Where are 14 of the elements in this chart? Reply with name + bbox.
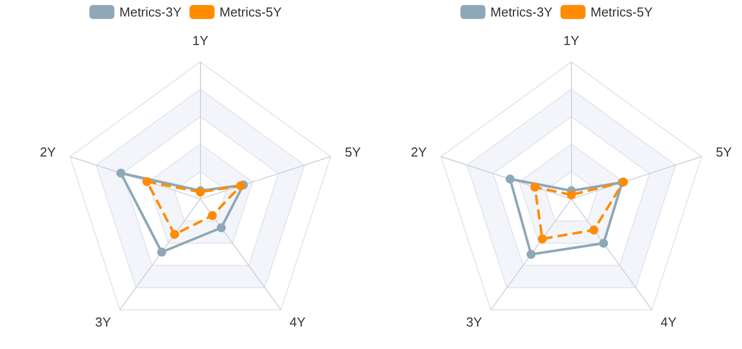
legend-label: Metrics-5Y [590, 4, 653, 20]
spoke-label: 5Y [344, 144, 362, 160]
spoke-label: 4Y [290, 314, 306, 330]
spoke-label: 3Y [466, 314, 482, 330]
spoke-label: 2Y [410, 144, 428, 160]
spoke-label: 3Y [95, 314, 112, 330]
legend-label: Metrics-3Y [119, 4, 182, 20]
legend-label: Metrics-5Y [220, 4, 282, 20]
spoke-label: 2Y [40, 144, 56, 160]
spoke-label: 5Y [716, 144, 732, 160]
spoke-label: 1Y [192, 32, 209, 48]
spoke-label: 4Y [660, 314, 677, 330]
legend-label: Metrics-3Y [490, 4, 553, 20]
spoke-label: 1Y [563, 32, 580, 48]
